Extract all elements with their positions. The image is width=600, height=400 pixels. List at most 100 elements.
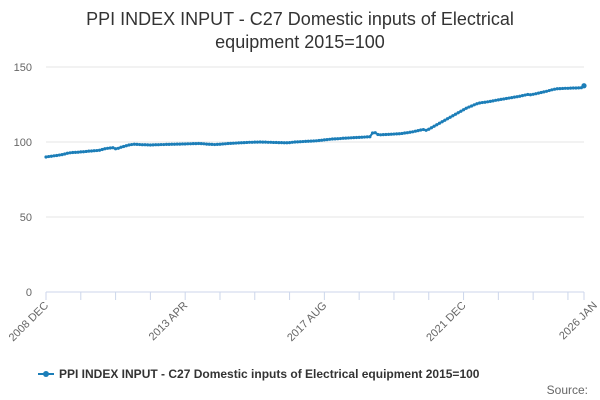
data-point[interactable] [317,138,321,143]
data-point[interactable] [504,96,508,101]
data-point[interactable] [105,146,110,150]
data-point[interactable] [76,150,80,154]
data-point[interactable] [296,140,300,144]
data-point[interactable] [57,153,61,157]
data-point[interactable] [250,140,254,144]
data-point[interactable] [322,138,326,142]
data-point[interactable] [397,132,401,136]
data-point[interactable] [188,142,193,146]
data-point[interactable] [483,100,487,104]
data-point[interactable] [81,150,86,154]
data-point[interactable] [571,86,575,90]
data-point[interactable] [92,149,96,153]
data-point[interactable] [172,142,177,146]
data-point[interactable] [488,99,492,103]
data-point[interactable] [301,139,305,144]
data-point[interactable] [563,86,567,90]
data-point[interactable] [491,99,495,103]
data-point[interactable] [287,141,292,145]
data-point[interactable] [44,155,48,159]
data-point[interactable] [387,132,391,136]
data-point[interactable] [100,147,104,152]
data-point[interactable] [352,136,356,140]
data-point[interactable] [467,105,471,109]
data-point[interactable] [253,140,257,144]
data-point[interactable] [127,143,131,147]
data-point[interactable] [368,135,372,139]
data-point[interactable] [421,127,425,132]
data-point[interactable] [574,86,578,90]
data-point[interactable] [194,142,198,146]
data-point[interactable] [175,142,179,146]
source-credit[interactable]: Source: [547,383,588,397]
data-point[interactable] [151,143,155,147]
data-point[interactable] [376,132,380,137]
data-point[interactable] [411,130,415,134]
data-point[interactable] [550,88,554,92]
data-point[interactable] [269,140,273,144]
data-point[interactable] [221,142,225,146]
data-point[interactable] [205,142,209,146]
data-point[interactable] [408,130,412,134]
data-point[interactable] [79,150,83,154]
data-point[interactable] [464,106,468,110]
data-point[interactable] [138,142,142,147]
data-point[interactable] [333,137,337,141]
data-point[interactable] [159,142,163,147]
data-point[interactable] [306,139,310,143]
data-point[interactable] [349,136,353,140]
data-point[interactable] [536,91,541,95]
data-point-last[interactable] [581,83,587,89]
data-point[interactable] [515,95,519,99]
data-point[interactable] [496,98,500,102]
data-point[interactable] [170,142,174,146]
data-point[interactable] [143,143,147,147]
data-point[interactable] [365,135,369,139]
data-point[interactable] [119,145,123,149]
data-point[interactable] [427,127,431,131]
data-point[interactable] [542,90,546,94]
data-point[interactable] [60,153,64,157]
data-point[interactable] [520,94,525,98]
data-point[interactable] [413,129,417,133]
data-point[interactable] [263,140,268,144]
data-point[interactable] [261,140,265,144]
data-point[interactable] [277,141,281,145]
data-point[interactable] [544,89,549,93]
legend-label[interactable]: PPI INDEX INPUT - C27 Domestic inputs of… [59,367,480,381]
data-point[interactable] [199,142,203,146]
data-point[interactable] [432,124,436,128]
data-point[interactable] [285,141,289,145]
data-point[interactable] [89,149,94,153]
data-point[interactable] [555,87,559,91]
data-point[interactable] [459,109,463,113]
data-point[interactable] [293,140,297,144]
data-point[interactable] [229,141,233,145]
series-layer[interactable] [44,83,587,159]
data-point[interactable] [226,141,230,146]
data-point[interactable] [213,142,217,147]
data-point[interactable] [566,86,570,90]
data-point[interactable] [271,140,276,145]
data-point[interactable] [389,132,393,136]
data-point[interactable] [526,92,530,97]
data-point[interactable] [558,87,562,91]
data-point[interactable] [443,118,447,122]
data-point[interactable] [116,146,120,150]
data-point[interactable] [354,135,359,140]
data-point[interactable] [156,143,161,147]
data-point[interactable] [132,142,136,146]
data-point[interactable] [282,141,286,145]
data-point[interactable] [210,142,214,146]
data-point[interactable] [512,95,517,99]
data-point[interactable] [456,111,460,115]
data-point[interactable] [258,140,262,144]
data-point[interactable] [180,142,185,146]
data-point[interactable] [304,139,308,143]
data-point[interactable] [384,132,388,137]
data-point[interactable] [113,147,118,151]
data-point[interactable] [378,133,383,137]
data-point[interactable] [202,142,206,146]
data-point[interactable] [135,142,139,146]
data-point[interactable] [65,151,70,155]
